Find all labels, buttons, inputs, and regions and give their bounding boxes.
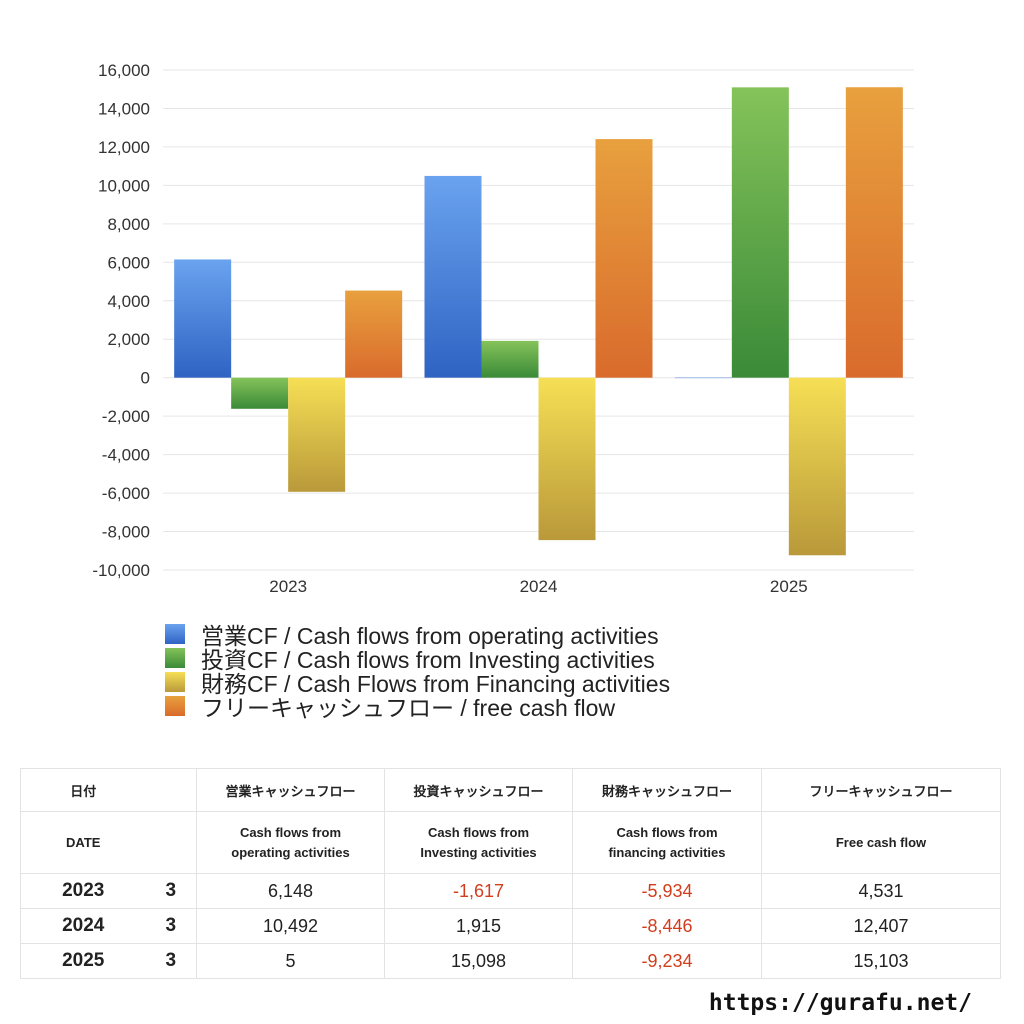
cell-free-cash-flow: 12,407 [761,908,1001,944]
table-row: 2025 3 5 15,098 -9,234 15,103 [20,943,1001,979]
cell-operating: 5 [196,943,385,979]
y-tick-label: 8,000 [107,215,150,234]
x-tick-label: 2023 [269,577,307,596]
y-tick-label: 10,000 [98,176,150,195]
y-tick-label: -8,000 [102,523,150,542]
y-tick-label: -10,000 [92,561,150,580]
x-tick-label: 2025 [770,577,808,596]
cell-investing: -1,617 [384,873,573,909]
row-month: 3 [145,943,197,979]
legend-label: 財務CF / Cash Flows from Financing activit… [201,671,671,697]
legend-label: フリーキャッシュフロー / free cash flow [201,695,616,721]
legend-item-free-cash-flow: フリーキャッシュフロー / free cash flow [165,694,670,721]
y-tick-label: -6,000 [102,484,150,503]
cell-financing: -5,934 [572,873,762,909]
y-tick-label: -2,000 [102,407,150,426]
header-financing-jp: 財務キャッシュフロー [572,768,762,812]
legend-swatch-financing [165,672,185,692]
row-year: 2024 [20,908,146,944]
header-free-cash-flow-jp: フリーキャッシュフロー [761,768,1001,812]
y-tick-label: 12,000 [98,138,150,157]
bar-investing-2025 [731,87,789,378]
header-operating-en: Cash flows from operating activities [196,811,385,874]
chart-legend: 営業CF / Cash flows from operating activit… [165,622,670,721]
bar-financing-2024 [538,377,596,541]
table-header-row-jp: 日付 営業キャッシュフロー 投資キャッシュフロー 財務キャッシュフロー フリーキ… [20,768,1001,812]
legend-label: 営業CF / Cash flows from operating activit… [201,623,659,649]
legend-label: 投資CF / Cash flows from Investing activit… [201,647,655,673]
header-investing-en: Cash flows from Investing activities [384,811,573,874]
header-date-jp: 日付 [20,768,146,812]
legend-item-operating: 営業CF / Cash flows from operating activit… [165,622,670,649]
y-tick-label: 14,000 [98,99,150,118]
y-tick-label: 6,000 [107,253,150,272]
header-blank [145,768,197,812]
y-tick-label: -4,000 [102,446,150,465]
row-month: 3 [145,908,197,944]
cell-investing: 15,098 [384,943,573,979]
bar-operating-2023 [174,259,232,378]
header-date-en: DATE [20,811,146,874]
table-row: 2024 3 10,492 1,915 -8,446 12,407 [20,908,1001,944]
row-year: 2025 [20,943,146,979]
bar-operating-2025 [674,377,732,379]
bar-investing-2024 [481,340,539,378]
bars [174,87,903,556]
bar-free-cash-flow-2023 [345,290,403,378]
cell-financing: -9,234 [572,943,762,979]
x-axis-categories: 2023 2024 2025 [269,577,807,596]
header-investing-jp: 投資キャッシュフロー [384,768,573,812]
legend-swatch-operating [165,624,185,644]
legend-item-financing: 財務CF / Cash Flows from Financing activit… [165,670,670,697]
site-url[interactable]: https://gurafu.net/ [708,990,972,1016]
bar-free-cash-flow-2025 [845,87,903,378]
bar-financing-2025 [788,377,846,556]
header-blank [145,811,197,874]
cash-flow-table: 日付 営業キャッシュフロー 投資キャッシュフロー 財務キャッシュフロー フリーキ… [20,768,1001,979]
cash-flow-bar-chart: 16,000 14,000 12,000 10,000 8,000 6,000 4,000 2… [92,61,914,596]
table-header-row-en: DATE Cash flows from operating activities… [20,811,1001,874]
table-row: 2023 3 6,148 -1,617 -5,934 4,531 [20,873,1001,909]
cell-operating: 10,492 [196,908,385,944]
cell-free-cash-flow: 4,531 [761,873,1001,909]
cell-investing: 1,915 [384,908,573,944]
cell-free-cash-flow: 15,103 [761,943,1001,979]
legend-swatch-investing [165,648,185,668]
header-operating-jp: 営業キャッシュフロー [196,768,385,812]
x-tick-label: 2024 [520,577,558,596]
header-financing-en: Cash flows from financing activities [572,811,762,874]
legend-swatch-free-cash-flow [165,696,185,716]
y-tick-label: 0 [141,369,150,388]
header-free-cash-flow-en: Free cash flow [761,811,1001,874]
bar-investing-2023 [231,377,289,409]
y-tick-label: 4,000 [107,292,150,311]
legend-item-investing: 投資CF / Cash flows from Investing activit… [165,646,670,673]
bar-financing-2023 [288,377,346,492]
bar-free-cash-flow-2024 [595,139,653,378]
y-tick-label: 16,000 [98,61,150,80]
row-year: 2023 [20,873,146,909]
bar-operating-2024 [424,175,482,378]
cell-financing: -8,446 [572,908,762,944]
cell-operating: 6,148 [196,873,385,909]
row-month: 3 [145,873,197,909]
y-axis-ticks: 16,000 14,000 12,000 10,000 8,000 6,000 4,000 2… [92,61,150,580]
y-tick-label: 2,000 [107,330,150,349]
